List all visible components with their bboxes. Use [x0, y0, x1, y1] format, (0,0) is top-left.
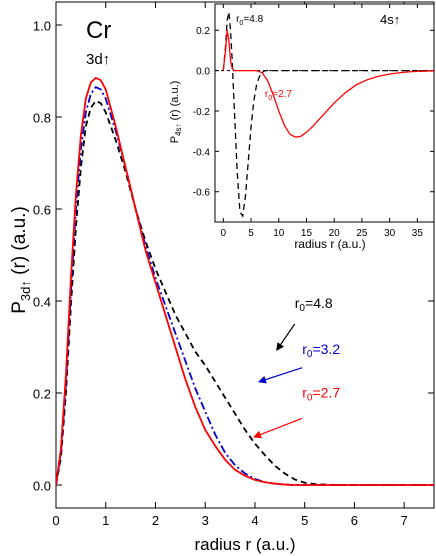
inset-annotations: r0=4.8 r0=2.7 [236, 14, 292, 102]
annotation-main-0: r0=4.8 [295, 295, 333, 314]
orbital-label-main: 3d↑ [86, 51, 110, 68]
series-line-main-0 [56, 99, 434, 486]
y-tick-label-inset-0: 0.2 [196, 26, 210, 37]
annotation-inset-0: r0=4.8 [236, 14, 264, 27]
series-line-inset-1 [222, 30, 434, 138]
svg-text:P4s↑ (r) (a.u.): P4s↑ (r) (a.u.) [169, 81, 183, 144]
x-tick-label-main-1: 1 [102, 513, 109, 528]
y-tick-label-main-2: 0.4 [33, 295, 51, 310]
inset-ylabel-sub: 4s [174, 127, 183, 135]
inset-axis-ticks: 0 5 10 15 20 25 30 35 0.2 0.0 -0.2 -0.4 -0.6 [193, 4, 434, 239]
y-tick-label-inset-2: -0.2 [193, 107, 211, 118]
main-series-group [56, 76, 434, 486]
inset-ylabel-arrow: ↑ [174, 123, 183, 127]
svg-text:P3d↑ (r) (a.u.): P3d↑ (r) (a.u.) [9, 206, 33, 314]
y-tick-label-main-3: 0.6 [33, 203, 51, 218]
inset-ylabel-base: P [169, 136, 181, 143]
y-tick-label-main-0: 0.0 [33, 479, 51, 494]
main-y-axis-label: P3d↑ (r) (a.u.) [9, 206, 33, 314]
inset-ylabel-rest: (r) (a.u.) [169, 81, 181, 124]
y-tick-label-inset-1: 0.0 [196, 67, 210, 78]
y-tick-label-main-4: 0.8 [33, 111, 51, 126]
x-tick-label-inset-5: 25 [356, 228, 368, 239]
x-tick-label-main-5: 5 [301, 513, 308, 528]
main-x-axis-label: radius r (a.u.) [194, 535, 295, 554]
x-tick-label-inset-3: 15 [301, 228, 313, 239]
y-tick-label-main-5: 1.0 [33, 19, 51, 34]
annotation-inset-1: r0=2.7 [265, 89, 293, 102]
main-axis-ticks: 0 1 2 3 4 5 6 7 0.0 0.2 0.4 0.6 0.8 1.0 [33, 2, 434, 528]
series-line-inset-0 [222, 11, 434, 218]
annotation-main-1: r0=3.2 [302, 341, 340, 360]
annotation-main-2: r0=2.7 [302, 385, 340, 404]
orbital-label-inset: 4s↑ [380, 12, 400, 27]
x-tick-label-main-4: 4 [251, 513, 258, 528]
x-tick-label-main-3: 3 [202, 513, 209, 528]
x-tick-label-main-0: 0 [52, 513, 59, 528]
x-tick-label-inset-2: 10 [273, 228, 285, 239]
annotation-arrow-main-1 [258, 367, 303, 384]
inset-series-group [215, 11, 434, 218]
y-tick-label-inset-3: -0.4 [193, 147, 211, 158]
x-tick-label-main-2: 2 [152, 513, 159, 528]
ylabel-rest: (r) (a.u.) [9, 206, 30, 280]
ylabel-base: P [9, 301, 30, 314]
ylabel-sub: 3d [18, 287, 33, 301]
x-tick-label-inset-4: 20 [329, 228, 341, 239]
x-tick-label-inset-1: 5 [248, 228, 254, 239]
x-tick-label-inset-0: 0 [221, 228, 227, 239]
main-annotations: r0=4.8 r0=3.2 r0=2.7 [253, 295, 340, 439]
annotation-arrow-main-2 [253, 417, 303, 439]
series-line-main-2 [56, 76, 434, 486]
x-tick-label-main-6: 6 [351, 513, 358, 528]
inset-x-axis-label: radius r (a.u.) [294, 237, 365, 251]
element-label: Cr [86, 17, 111, 44]
x-tick-label-inset-6: 30 [384, 228, 396, 239]
ylabel-arrow: ↑ [18, 280, 33, 287]
inset-y-axis-label: P4s↑ (r) (a.u.) [169, 81, 183, 144]
x-tick-label-main-7: 7 [401, 513, 408, 528]
annotation-arrow-main-0 [276, 323, 296, 351]
y-tick-label-inset-4: -0.6 [193, 188, 211, 199]
x-tick-label-inset-7: 35 [412, 228, 424, 239]
y-tick-label-main-1: 0.2 [33, 387, 51, 402]
